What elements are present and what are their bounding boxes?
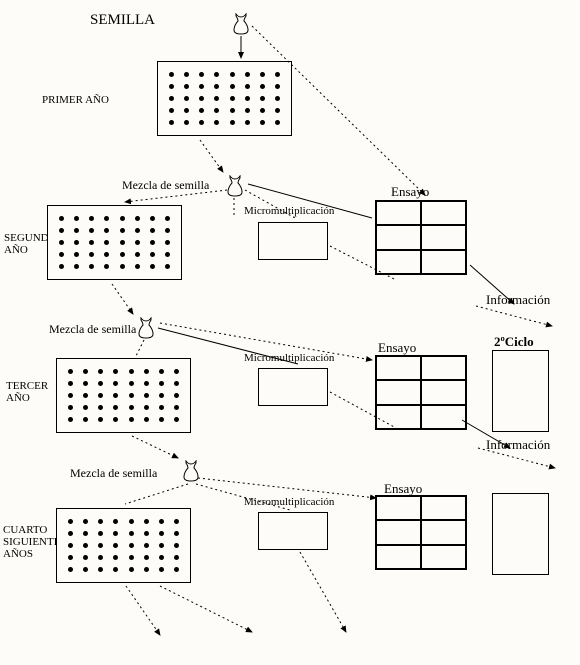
dot-grid xyxy=(56,508,191,583)
ciclo-box xyxy=(492,493,549,575)
micro-box xyxy=(258,368,328,406)
seed-bag-icon xyxy=(182,460,200,482)
year3-label: TERCERAÑO xyxy=(6,380,48,404)
ensayo-grid xyxy=(375,355,467,430)
diagram-canvas: SEMILLA PRIMER AÑO SEGUNDOAÑO TERCERAÑO … xyxy=(0,0,580,665)
ciclo-label: 2ºCiclo xyxy=(494,334,534,350)
info-label-2: Información xyxy=(486,437,550,453)
dot-grid xyxy=(56,358,191,433)
year4-label: CUARTO SIGUIENTES AÑOS xyxy=(3,524,53,560)
micro-box xyxy=(258,222,328,260)
dot-grid xyxy=(157,61,292,136)
mezcla-label-1: Mezcla de semilla xyxy=(122,178,209,193)
seed-bag-icon xyxy=(226,175,244,197)
ensayo-grid xyxy=(375,200,467,275)
dot-grid xyxy=(47,205,182,280)
ciclo-box xyxy=(492,350,549,432)
seed-bag-icon xyxy=(137,317,155,339)
micro-label-2: Micromultiplicación xyxy=(244,352,334,364)
mezcla-label-3: Mezcla de semilla xyxy=(70,466,157,481)
year3-text: TERCERAÑO xyxy=(6,380,48,404)
title-label: SEMILLA xyxy=(90,12,155,29)
micro-box xyxy=(258,512,328,550)
ensayo-label-1: Ensayo xyxy=(391,184,429,200)
micro-label-3: Micromultiplicación xyxy=(244,496,334,508)
micro-label-1: Micromultiplicación xyxy=(244,205,334,217)
ensayo-label-2: Ensayo xyxy=(378,340,416,356)
year1-label: PRIMER AÑO xyxy=(42,94,109,106)
mezcla-label-2: Mezcla de semilla xyxy=(49,322,136,337)
ensayo-grid xyxy=(375,495,467,570)
seed-bag-icon xyxy=(232,13,250,35)
info-label-1: Información xyxy=(486,292,550,308)
